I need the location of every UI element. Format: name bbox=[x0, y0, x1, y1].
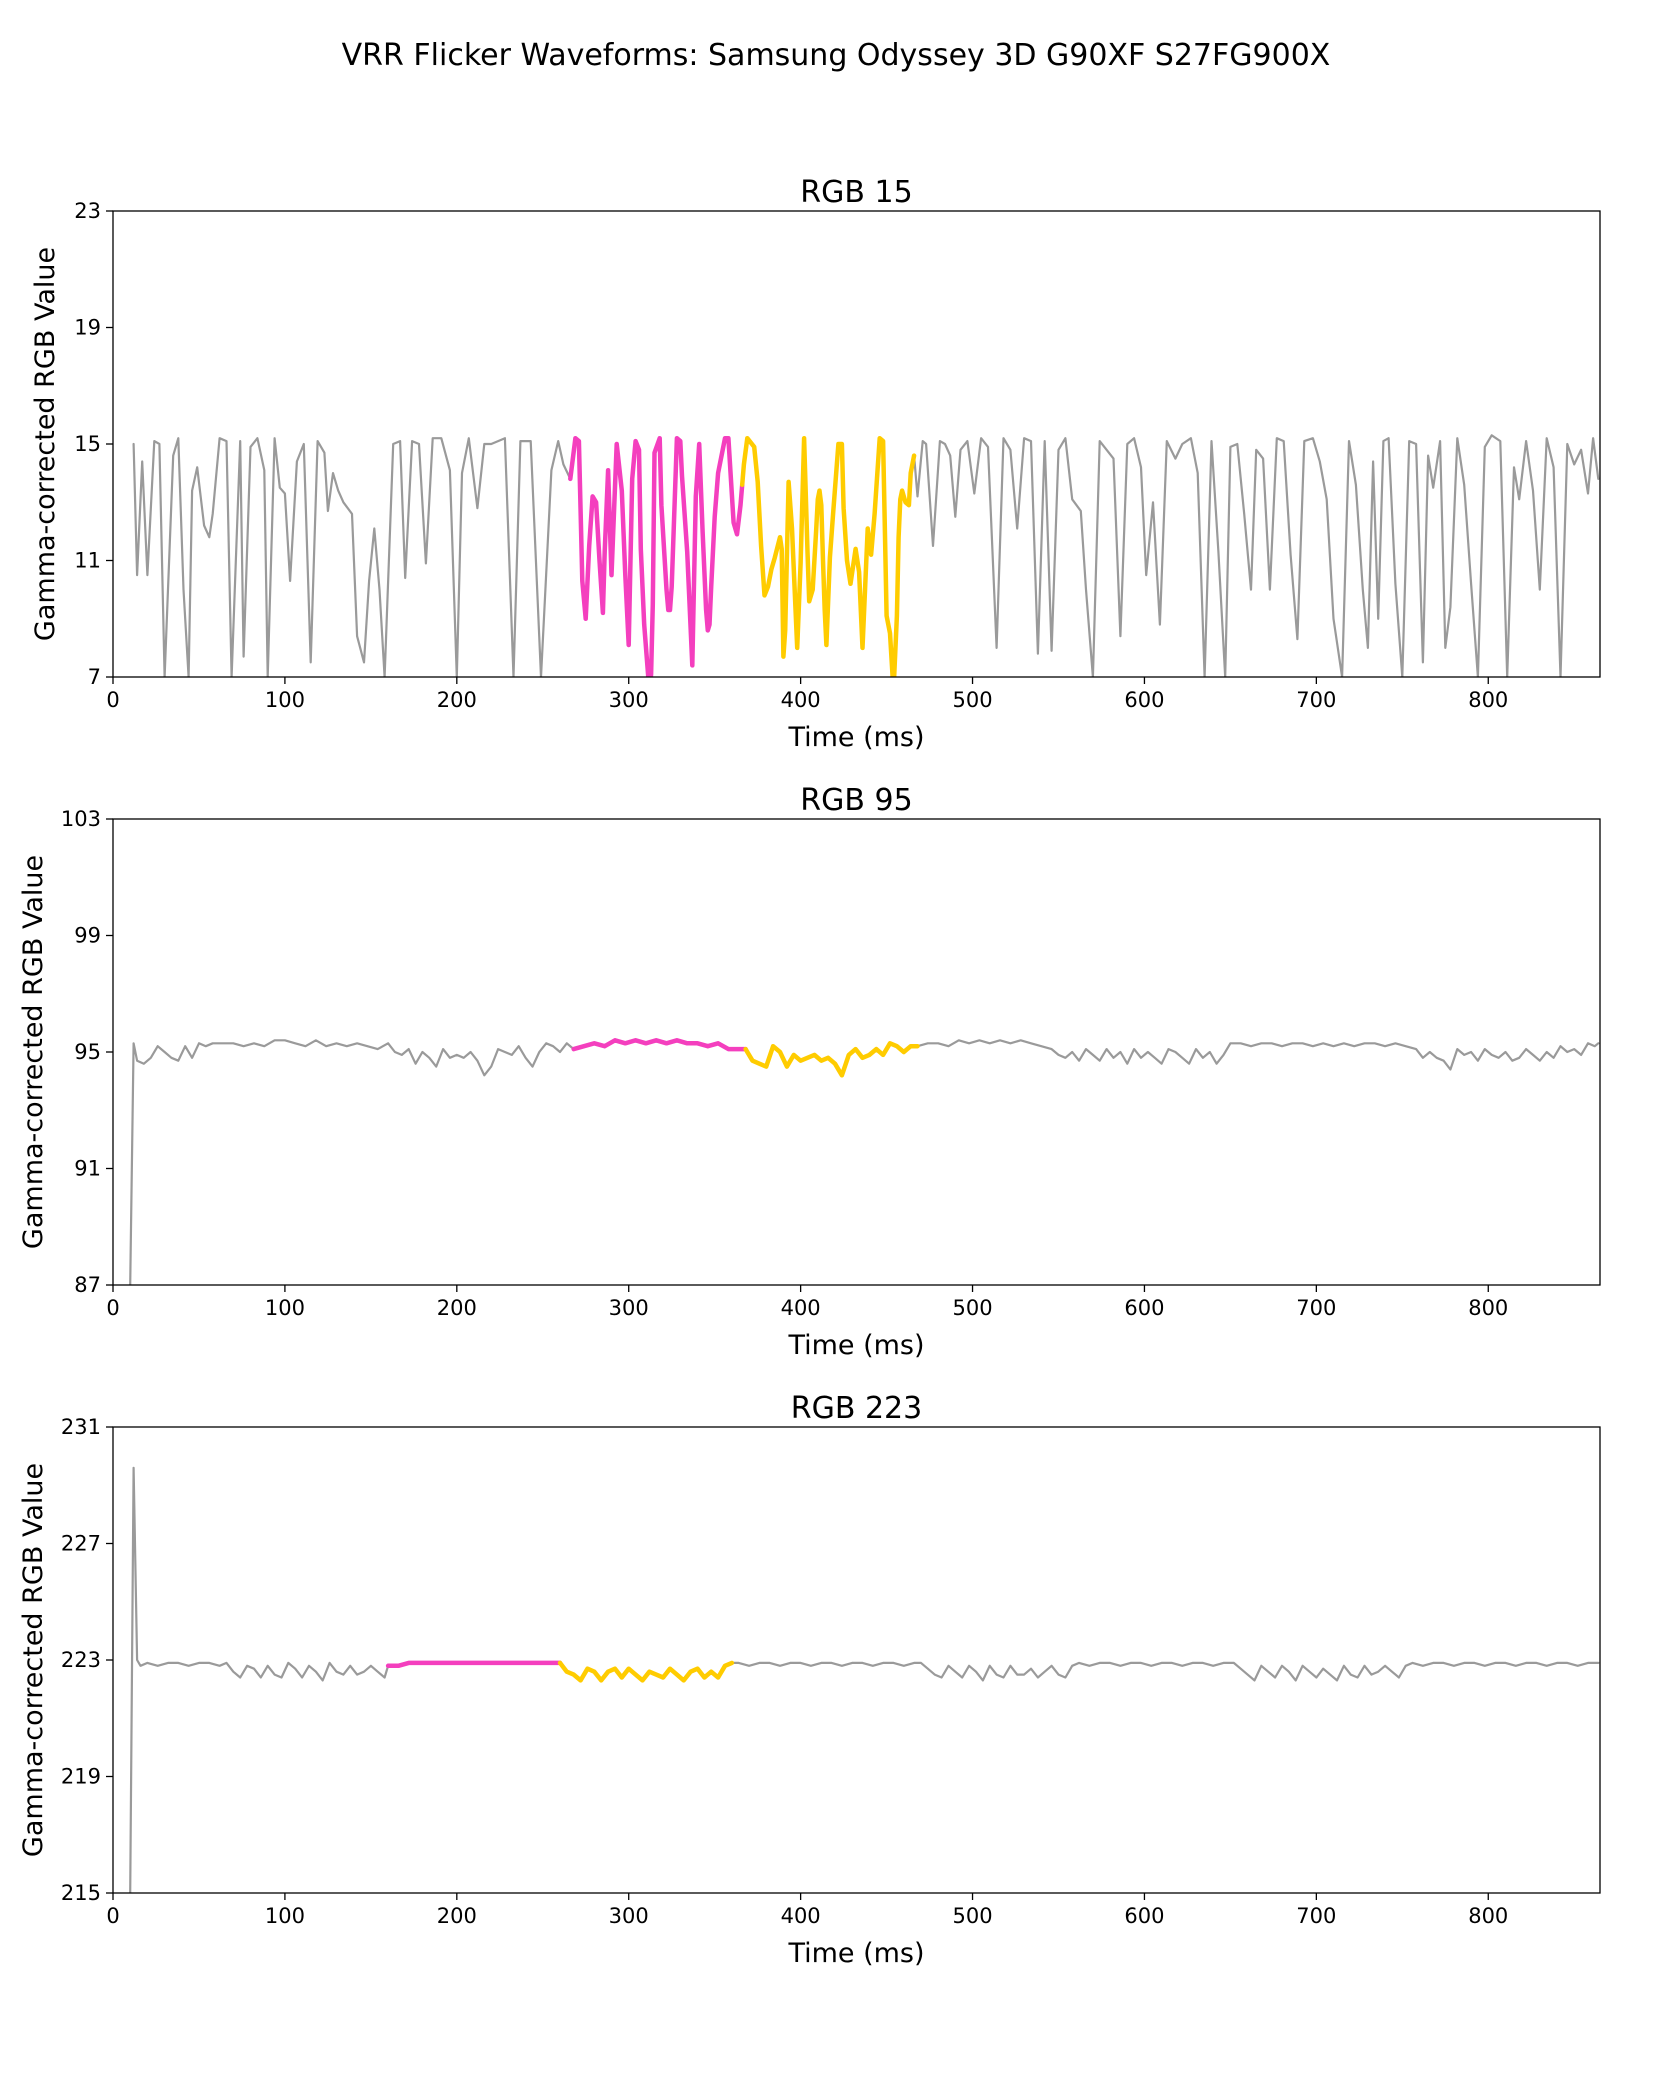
y-tick-label: 7 bbox=[88, 665, 101, 689]
x-tick-label: 300 bbox=[609, 1904, 649, 1928]
x-tick-label: 200 bbox=[437, 1296, 477, 1320]
panel-title: RGB 223 bbox=[791, 1391, 922, 1426]
x-tick-label: 800 bbox=[1468, 1296, 1508, 1320]
x-tick-label: 100 bbox=[265, 1296, 305, 1320]
x-tick-label: 700 bbox=[1296, 1296, 1336, 1320]
x-tick-label: 400 bbox=[781, 1904, 821, 1928]
x-axis-label: Time (ms) bbox=[787, 1330, 924, 1361]
y-tick-label: 227 bbox=[61, 1532, 101, 1556]
plot-frame bbox=[112, 1426, 1601, 1894]
figure-title: VRR Flicker Waveforms: Samsung Odyssey 3… bbox=[342, 38, 1331, 73]
x-axis-label: Time (ms) bbox=[787, 1938, 924, 1969]
highlight-series-3-2 bbox=[557, 1660, 735, 1683]
y-tick-label: 91 bbox=[74, 1157, 101, 1181]
x-tick-label: 0 bbox=[106, 688, 119, 712]
y-tick-label: 231 bbox=[61, 1415, 101, 1439]
highlight-series-3-1 bbox=[385, 1660, 563, 1669]
x-tick-label: 200 bbox=[437, 688, 477, 712]
waveform-series-2-0 bbox=[129, 1039, 1600, 1285]
highlight-series-1-2 bbox=[739, 435, 917, 677]
x-tick-label: 300 bbox=[609, 1296, 649, 1320]
y-axis-label: Gamma-corrected RGB Value bbox=[18, 1463, 49, 1857]
panel-title: RGB 95 bbox=[800, 783, 912, 818]
x-tick-label: 400 bbox=[781, 1296, 821, 1320]
x-tick-label: 200 bbox=[437, 1904, 477, 1928]
y-tick-label: 215 bbox=[61, 1881, 101, 1905]
y-tick-label: 87 bbox=[74, 1273, 101, 1297]
x-tick-label: 400 bbox=[781, 688, 821, 712]
x-tick-label: 600 bbox=[1124, 1296, 1164, 1320]
y-tick-label: 103 bbox=[61, 807, 101, 831]
highlight-series-2-1 bbox=[571, 1038, 748, 1052]
x-tick-label: 500 bbox=[952, 688, 992, 712]
chart-panel-3: 0 100 200 300 400 500 600 700 800 215 219 223 227 231… bbox=[18, 1391, 1601, 1969]
y-tick-label: 223 bbox=[61, 1648, 101, 1672]
y-axis-label: Gamma-corrected RGB Value bbox=[18, 855, 49, 1249]
highlight-series-2-2 bbox=[743, 1041, 920, 1078]
y-tick-label: 219 bbox=[61, 1765, 101, 1789]
x-tick-label: 600 bbox=[1124, 1904, 1164, 1928]
waveform-series-3-0 bbox=[129, 1466, 1600, 1893]
chart-panels: 0 100 200 300 400 500 600 700 800 7 11 15 19 23 RGB 15… bbox=[18, 175, 1601, 1969]
panel-title: RGB 15 bbox=[800, 175, 912, 210]
y-tick-label: 19 bbox=[74, 316, 101, 340]
x-tick-label: 100 bbox=[265, 688, 305, 712]
x-axis-label: Time (ms) bbox=[787, 722, 924, 753]
x-tick-label: 500 bbox=[952, 1296, 992, 1320]
y-tick-label: 95 bbox=[74, 1040, 101, 1064]
x-tick-label: 800 bbox=[1468, 1904, 1508, 1928]
x-tick-label: 0 bbox=[106, 1904, 119, 1928]
x-tick-label: 0 bbox=[106, 1296, 119, 1320]
x-tick-label: 500 bbox=[952, 1904, 992, 1928]
y-tick-label: 99 bbox=[74, 924, 101, 948]
chart-panel-1: 0 100 200 300 400 500 600 700 800 7 11 15 19 23 RGB 15… bbox=[30, 175, 1601, 753]
highlight-series-1-1 bbox=[568, 435, 745, 677]
x-tick-label: 800 bbox=[1468, 688, 1508, 712]
x-tick-label: 100 bbox=[265, 1904, 305, 1928]
x-tick-label: 300 bbox=[609, 688, 649, 712]
y-tick-label: 23 bbox=[74, 199, 101, 223]
x-tick-label: 700 bbox=[1296, 1904, 1336, 1928]
y-axis-label: Gamma-corrected RGB Value bbox=[30, 247, 61, 641]
chart-panel-2: 0 100 200 300 400 500 600 700 800 87 91 95 99 103 RGB … bbox=[18, 783, 1601, 1361]
y-tick-label: 11 bbox=[74, 549, 101, 573]
x-tick-label: 600 bbox=[1124, 688, 1164, 712]
y-tick-label: 15 bbox=[74, 432, 101, 456]
x-tick-label: 700 bbox=[1296, 688, 1336, 712]
